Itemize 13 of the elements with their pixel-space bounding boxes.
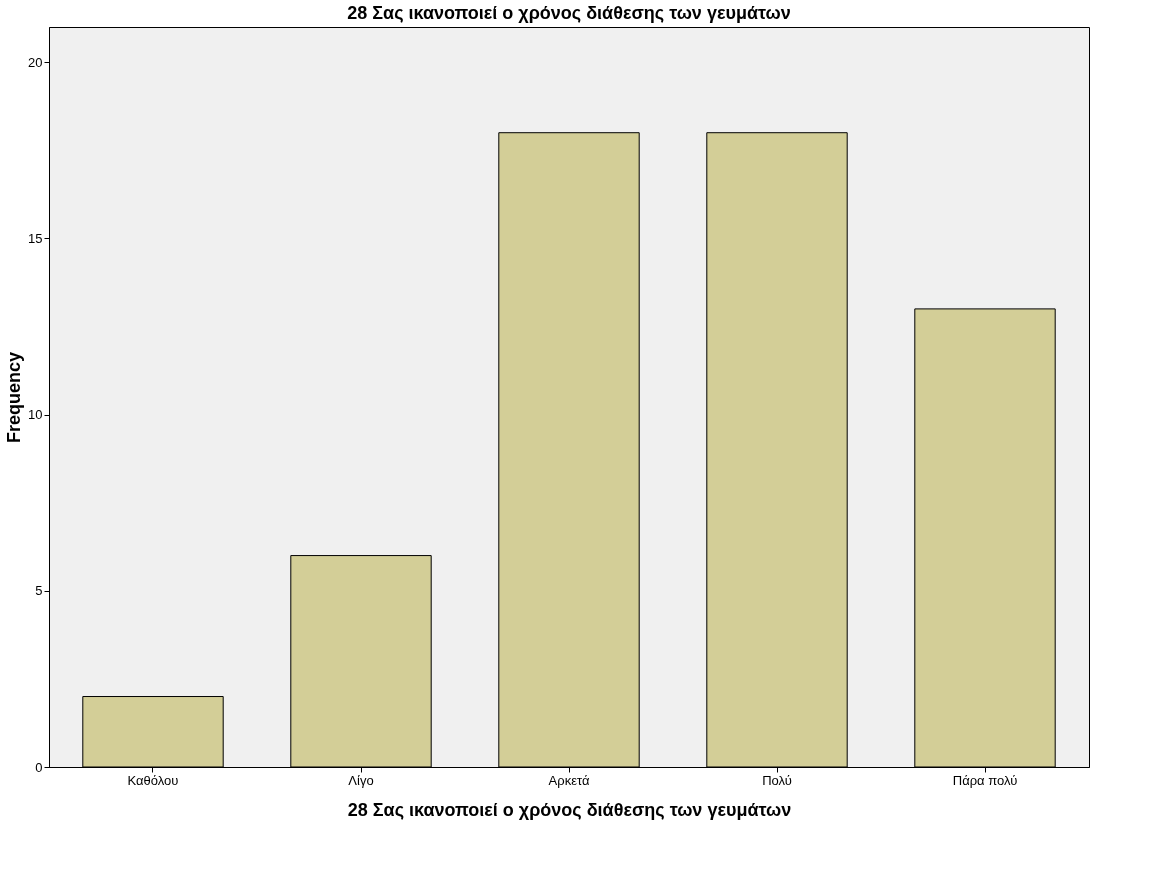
- x-tick-label: Αρκετά: [548, 772, 590, 788]
- x-tick-label: Πολύ: [762, 772, 792, 788]
- x-tick-label: Λίγο: [348, 772, 374, 788]
- y-axis-title: Frequency: [4, 351, 25, 444]
- chart-title: 28 Σας ικανοποιεί ο χρόνος διάθεσης των γευμάτων: [347, 3, 791, 23]
- x-tick-label: Πάρα πολύ: [952, 772, 1018, 788]
- y-tick-label: 0: [35, 759, 43, 775]
- y-tick-label: 20: [28, 54, 43, 70]
- x-axis-title: 28 Σας ικανοποιεί ο χρόνος διάθεσης των γευμάτων: [347, 799, 792, 820]
- y-tick-label: 5: [35, 583, 43, 599]
- y-tick-label: 10: [28, 407, 43, 423]
- x-tick-label: Καθόλου: [127, 772, 179, 788]
- y-tick-label: 15: [28, 230, 43, 246]
